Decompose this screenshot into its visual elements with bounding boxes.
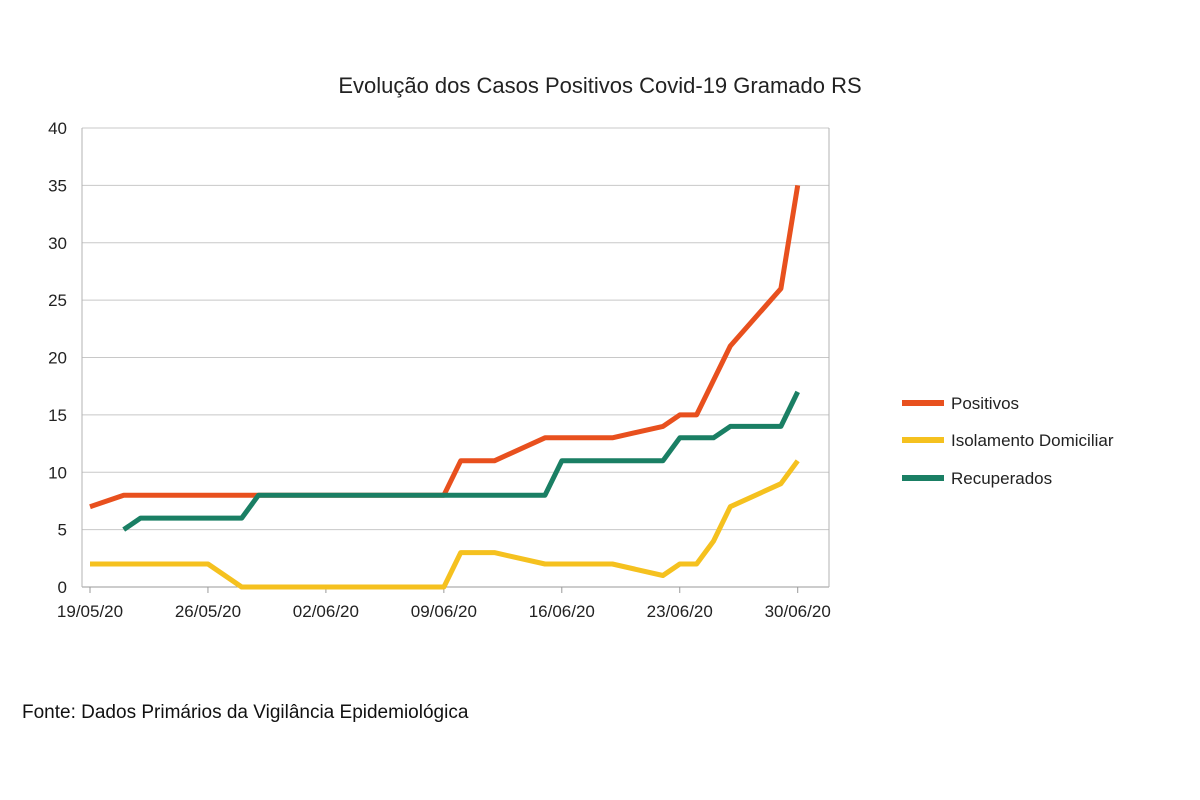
axes: 0 5 10 15 20 25 30 35 40 19/05/20 26/05/20 02/06/20… [48,119,831,621]
legend-label: Positivos [951,394,1019,413]
gridlines [82,127,829,588]
y-tick-label: 0 [58,578,67,597]
x-tick-label: 19/05/20 [57,602,123,621]
y-tick-label: 10 [48,463,67,482]
x-tick-label: 30/06/20 [765,602,831,621]
x-tick-label: 23/06/20 [647,602,713,621]
x-tick-label: 26/05/20 [175,602,241,621]
x-tick-label: 02/06/20 [293,602,359,621]
y-tick-label: 35 [48,176,67,195]
y-tick-label: 5 [58,521,67,540]
series-line-isolamento-domiciliar [90,459,800,590]
y-tick-label: 25 [48,291,67,310]
series-line-positivos [89,184,801,510]
series-lines [89,184,801,590]
series-line-recuperados [122,390,800,532]
chart-title: Evolução dos Casos Positivos Covid-19 Gr… [338,73,861,98]
y-tick-label: 15 [48,406,67,425]
source-note: Fonte: Dados Primários da Vigilância Epi… [22,702,469,723]
legend-label: Isolamento Domiciliar [951,431,1114,450]
x-tick-label: 16/06/20 [529,602,595,621]
x-tick-label: 09/06/20 [411,602,477,621]
legend: Positivos Isolamento Domiciliar Recuperado… [902,394,1114,488]
y-tick-label: 20 [48,349,67,368]
legend-label: Recuperados [951,469,1052,488]
y-tick-label: 40 [48,119,67,138]
y-tick-label: 30 [48,234,67,253]
